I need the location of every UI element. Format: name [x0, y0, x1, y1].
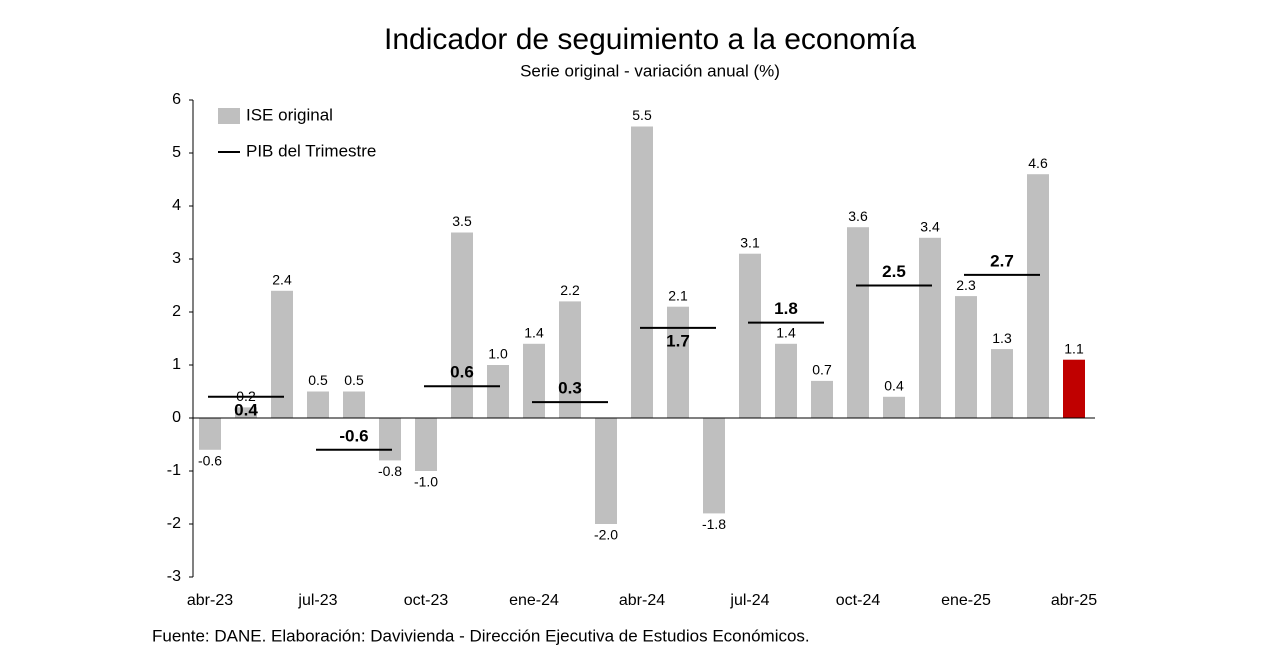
- bar: [271, 290, 293, 418]
- bar-value-label: -0.8: [378, 463, 402, 479]
- bar-value-label: 0.5: [344, 372, 364, 388]
- bar: [739, 253, 761, 418]
- bar: [631, 126, 653, 418]
- y-tick-label: 6: [172, 91, 181, 108]
- y-tick-label: -3: [167, 568, 181, 585]
- bar: [991, 349, 1013, 418]
- quarter-value-label: 0.3: [558, 379, 582, 398]
- x-tick-label: jul-23: [297, 592, 337, 609]
- bar: [307, 391, 329, 418]
- y-tick-label: 0: [172, 409, 181, 426]
- bar: [199, 418, 221, 450]
- bar: [523, 343, 545, 418]
- bar: [955, 296, 977, 418]
- bar: [919, 237, 941, 418]
- bar-value-label: 1.0: [488, 346, 508, 362]
- y-tick-label: 1: [172, 356, 181, 373]
- x-tick-label: ene-25: [941, 592, 991, 609]
- bar-value-label: 1.4: [524, 325, 544, 341]
- quarter-value-label: 2.7: [990, 251, 1014, 270]
- bar-value-label: 1.4: [776, 325, 796, 341]
- bar-value-label: 2.4: [272, 272, 292, 288]
- y-tick-label: 3: [172, 250, 181, 267]
- bar: [811, 380, 833, 418]
- y-tick-label: 4: [172, 197, 181, 214]
- bar-value-label: 1.3: [992, 330, 1012, 346]
- quarter-value-label: 0.6: [450, 363, 474, 382]
- legend-label: PIB del Trimestre: [246, 141, 376, 160]
- x-tick-label: oct-23: [404, 592, 449, 609]
- bar-value-label: 3.6: [848, 208, 868, 224]
- bar-value-label: 3.5: [452, 213, 472, 229]
- bar: [559, 301, 581, 418]
- bar: [847, 227, 869, 418]
- bar: [451, 232, 473, 418]
- x-tick-label: abr-24: [619, 592, 665, 609]
- bar-value-label: 3.4: [920, 219, 940, 235]
- quarter-value-label: 1.8: [774, 299, 798, 318]
- bar-value-label: -1.0: [414, 474, 438, 490]
- x-tick-label: abr-25: [1051, 592, 1097, 609]
- x-tick-label: abr-23: [187, 592, 233, 609]
- bar: [415, 418, 437, 471]
- bar: [775, 343, 797, 418]
- x-tick-label: ene-24: [509, 592, 559, 609]
- bar: [883, 396, 905, 418]
- y-tick-label: 2: [172, 303, 181, 320]
- quarter-value-label: 2.5: [882, 262, 906, 281]
- x-tick-label: oct-24: [836, 592, 881, 609]
- bar-value-label: 1.1: [1064, 340, 1084, 356]
- bar: [703, 418, 725, 514]
- bar: [595, 418, 617, 524]
- bar-value-label: 5.5: [632, 107, 652, 123]
- x-tick-label: jul-24: [729, 592, 769, 609]
- bar: [1063, 359, 1085, 418]
- chart-subtitle: Serie original - variación anual (%): [520, 61, 780, 80]
- y-tick-label: 5: [172, 144, 181, 161]
- bar-value-label: -1.8: [702, 516, 726, 532]
- bar: [379, 418, 401, 461]
- bar-value-label: -0.6: [198, 453, 222, 469]
- bar-value-label: 0.5: [308, 372, 328, 388]
- bar-value-label: -2.0: [594, 527, 618, 543]
- bar-value-label: 3.1: [740, 234, 760, 250]
- bar: [235, 407, 257, 418]
- bar-value-label: 2.2: [560, 282, 580, 298]
- bar-value-label: 0.4: [884, 378, 904, 394]
- bar-value-label: 2.1: [668, 287, 688, 303]
- source-note: Fuente: DANE. Elaboración: Davivienda - …: [152, 626, 810, 645]
- chart-title: Indicador de seguimiento a la economía: [384, 23, 916, 56]
- bar: [667, 306, 689, 418]
- y-tick-label: -1: [167, 462, 181, 479]
- bar-value-label: 0.7: [812, 362, 832, 378]
- bar: [343, 391, 365, 418]
- bar: [1027, 174, 1049, 418]
- legend-label: ISE original: [246, 105, 333, 124]
- quarter-value-label: 0.4: [234, 400, 258, 419]
- bar-value-label: 2.3: [956, 277, 976, 293]
- legend-swatch: [218, 108, 240, 124]
- quarter-value-label: 1.7: [666, 331, 690, 350]
- bar: [487, 365, 509, 418]
- quarter-value-label: -0.6: [339, 426, 368, 445]
- y-tick-label: -2: [167, 515, 181, 532]
- bar-value-label: 4.6: [1028, 155, 1048, 171]
